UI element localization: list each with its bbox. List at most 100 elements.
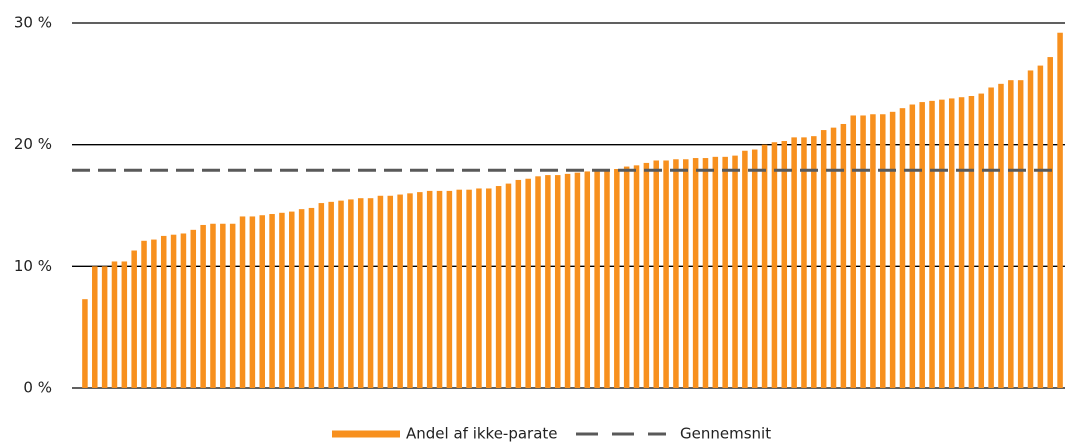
- bar: [338, 200, 344, 388]
- bar: [702, 158, 709, 388]
- bar: [279, 212, 285, 388]
- bar: [1008, 80, 1014, 388]
- bar: [683, 159, 689, 388]
- bar: [210, 223, 216, 388]
- bar: [436, 190, 443, 388]
- bar: [850, 115, 856, 388]
- bar: [1027, 70, 1034, 388]
- y-tick-label: 20 %: [14, 135, 52, 153]
- bar: [200, 224, 206, 388]
- bar: [604, 169, 610, 388]
- bar: [151, 239, 157, 388]
- bar: [614, 169, 620, 388]
- bar: [111, 261, 118, 388]
- bar: [781, 141, 788, 388]
- bar: [476, 188, 482, 388]
- bar: [663, 160, 669, 388]
- bar: [958, 97, 965, 388]
- bar: [269, 214, 275, 388]
- bar: [1037, 65, 1044, 388]
- bar: [643, 162, 650, 388]
- bar: [407, 193, 413, 388]
- bar: [564, 173, 571, 388]
- bar: [791, 137, 797, 388]
- bar: [190, 229, 197, 388]
- bar: [948, 98, 955, 388]
- bar: [712, 156, 719, 388]
- bar: [259, 215, 265, 388]
- bar: [466, 189, 472, 388]
- y-tick-label: 30 %: [14, 14, 52, 32]
- legend-label: Gennemsnit: [680, 425, 771, 443]
- bar: [229, 223, 236, 388]
- bar: [367, 198, 374, 388]
- bar: [968, 96, 975, 388]
- legend-label: Andel af ikke-parate: [406, 425, 558, 443]
- bar: [633, 165, 640, 388]
- bar: [988, 87, 994, 388]
- bar: [328, 201, 334, 388]
- bar: [121, 261, 128, 388]
- bar: [929, 100, 935, 388]
- bar: [535, 176, 541, 388]
- bar: [722, 156, 728, 388]
- bar: [348, 199, 354, 388]
- bar: [870, 114, 876, 388]
- bar: [397, 194, 403, 388]
- bar: [387, 195, 394, 388]
- bar: [751, 149, 758, 388]
- bar: [101, 266, 108, 388]
- bar: [899, 108, 906, 389]
- bar: [554, 175, 561, 388]
- bar: [594, 170, 600, 388]
- bar: [732, 155, 738, 388]
- bar: [289, 211, 295, 388]
- bar: [357, 198, 364, 388]
- bar: [673, 159, 679, 388]
- bar: [298, 209, 305, 388]
- bar: [141, 240, 147, 388]
- bar: [919, 102, 925, 388]
- bar: [623, 166, 630, 388]
- bar: [761, 144, 768, 388]
- bar: [742, 150, 748, 388]
- bar: [1017, 80, 1024, 388]
- bar: [160, 235, 167, 388]
- bar: [426, 190, 433, 388]
- bar: [417, 192, 423, 388]
- bar: [377, 195, 384, 388]
- bar: [889, 111, 896, 389]
- bar: [170, 234, 177, 388]
- bar: [1057, 32, 1063, 388]
- bar: [249, 216, 256, 388]
- bar: [909, 104, 916, 389]
- bar: [939, 99, 945, 389]
- bar: [239, 216, 246, 388]
- bar: [692, 158, 699, 388]
- bar: [82, 299, 88, 388]
- y-tick-label: 0 %: [23, 379, 52, 397]
- bar: [840, 123, 847, 388]
- y-tick-label: 10 %: [14, 257, 52, 275]
- bar: [978, 93, 985, 389]
- bar: [653, 160, 659, 388]
- bar: [525, 178, 531, 388]
- bar: [505, 183, 512, 388]
- bar: [880, 114, 886, 388]
- bar: [92, 266, 98, 388]
- bar: [308, 207, 315, 388]
- bar: [486, 188, 492, 388]
- bar: [584, 171, 591, 388]
- bar: [771, 142, 778, 388]
- bar: [820, 130, 827, 389]
- bar: [801, 137, 807, 388]
- bar: [318, 203, 325, 388]
- bar: [545, 175, 551, 388]
- bar: [220, 223, 226, 388]
- legend-swatch: [332, 430, 400, 438]
- bar: [180, 233, 187, 388]
- bar: [446, 190, 453, 388]
- bar: [456, 189, 462, 388]
- bar: [495, 186, 502, 388]
